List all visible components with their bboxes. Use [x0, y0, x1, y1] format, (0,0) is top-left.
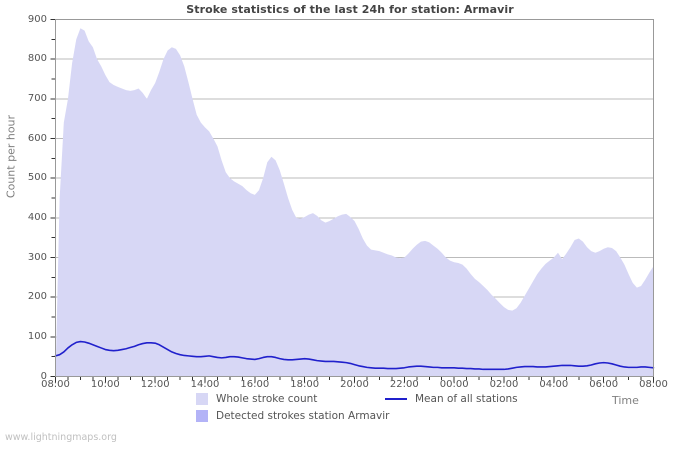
legend-label-mean-of-all-stations: Mean of all stations [415, 393, 518, 405]
chart-title: Stroke statistics of the last 24h for st… [186, 3, 514, 16]
y-tick-label: 400 [27, 211, 47, 223]
y-tick-label: 300 [27, 251, 47, 263]
y-tick-label: 100 [27, 330, 47, 342]
x-tick-label: 00:00 [439, 379, 469, 390]
x-tick-label: 22:00 [389, 379, 419, 390]
x-tick-label: 06:00 [589, 379, 619, 390]
chart-legend: Whole stroke count Detected strokes stat… [0, 393, 700, 427]
legend-swatch-whole-stroke-count [196, 393, 208, 405]
x-tick-label: 02:00 [489, 379, 519, 390]
x-tick-label: 04:00 [539, 379, 569, 390]
x-tick-label: 14:00 [190, 379, 220, 390]
plot-frame [55, 19, 654, 377]
legend-line-mean-of-all-stations [385, 398, 407, 400]
y-tick-label: 500 [27, 172, 47, 184]
x-tick-label: 08:00 [41, 379, 70, 390]
x-tick-label: 20:00 [340, 379, 369, 390]
axis-ticks [50, 19, 654, 383]
y-tick-label: 900 [27, 13, 47, 25]
x-tick-label: 12:00 [140, 379, 170, 390]
y-tick-label: 600 [27, 132, 47, 144]
legend-label-whole-stroke-count: Whole stroke count [216, 393, 318, 405]
x-tick-label: 10:00 [90, 379, 120, 390]
x-tick-label: 16:00 [240, 379, 270, 390]
x-tick-label: 08:00 [639, 379, 668, 390]
y-tick-label: 700 [27, 92, 47, 104]
whole-stroke-count-area [55, 28, 654, 377]
legend-item-detected-strokes: Detected strokes station Armavir [196, 410, 389, 422]
watermark: www.lightningmaps.org [5, 432, 117, 443]
x-axis-label: Time [612, 394, 639, 407]
legend-label-detected-strokes: Detected strokes station Armavir [216, 410, 390, 422]
y-tick-label: 200 [27, 291, 47, 303]
legend-item-mean-of-all-stations: Mean of all stations [385, 393, 518, 405]
legend-item-whole-stroke-count: Whole stroke count [196, 393, 317, 405]
y-tick-label: 0 [40, 370, 47, 382]
x-tick-label: 18:00 [290, 379, 320, 390]
mean-of-all-stations-line [54, 340, 655, 371]
y-tick-label: 800 [27, 53, 47, 65]
legend-swatch-detected-strokes [196, 410, 208, 422]
